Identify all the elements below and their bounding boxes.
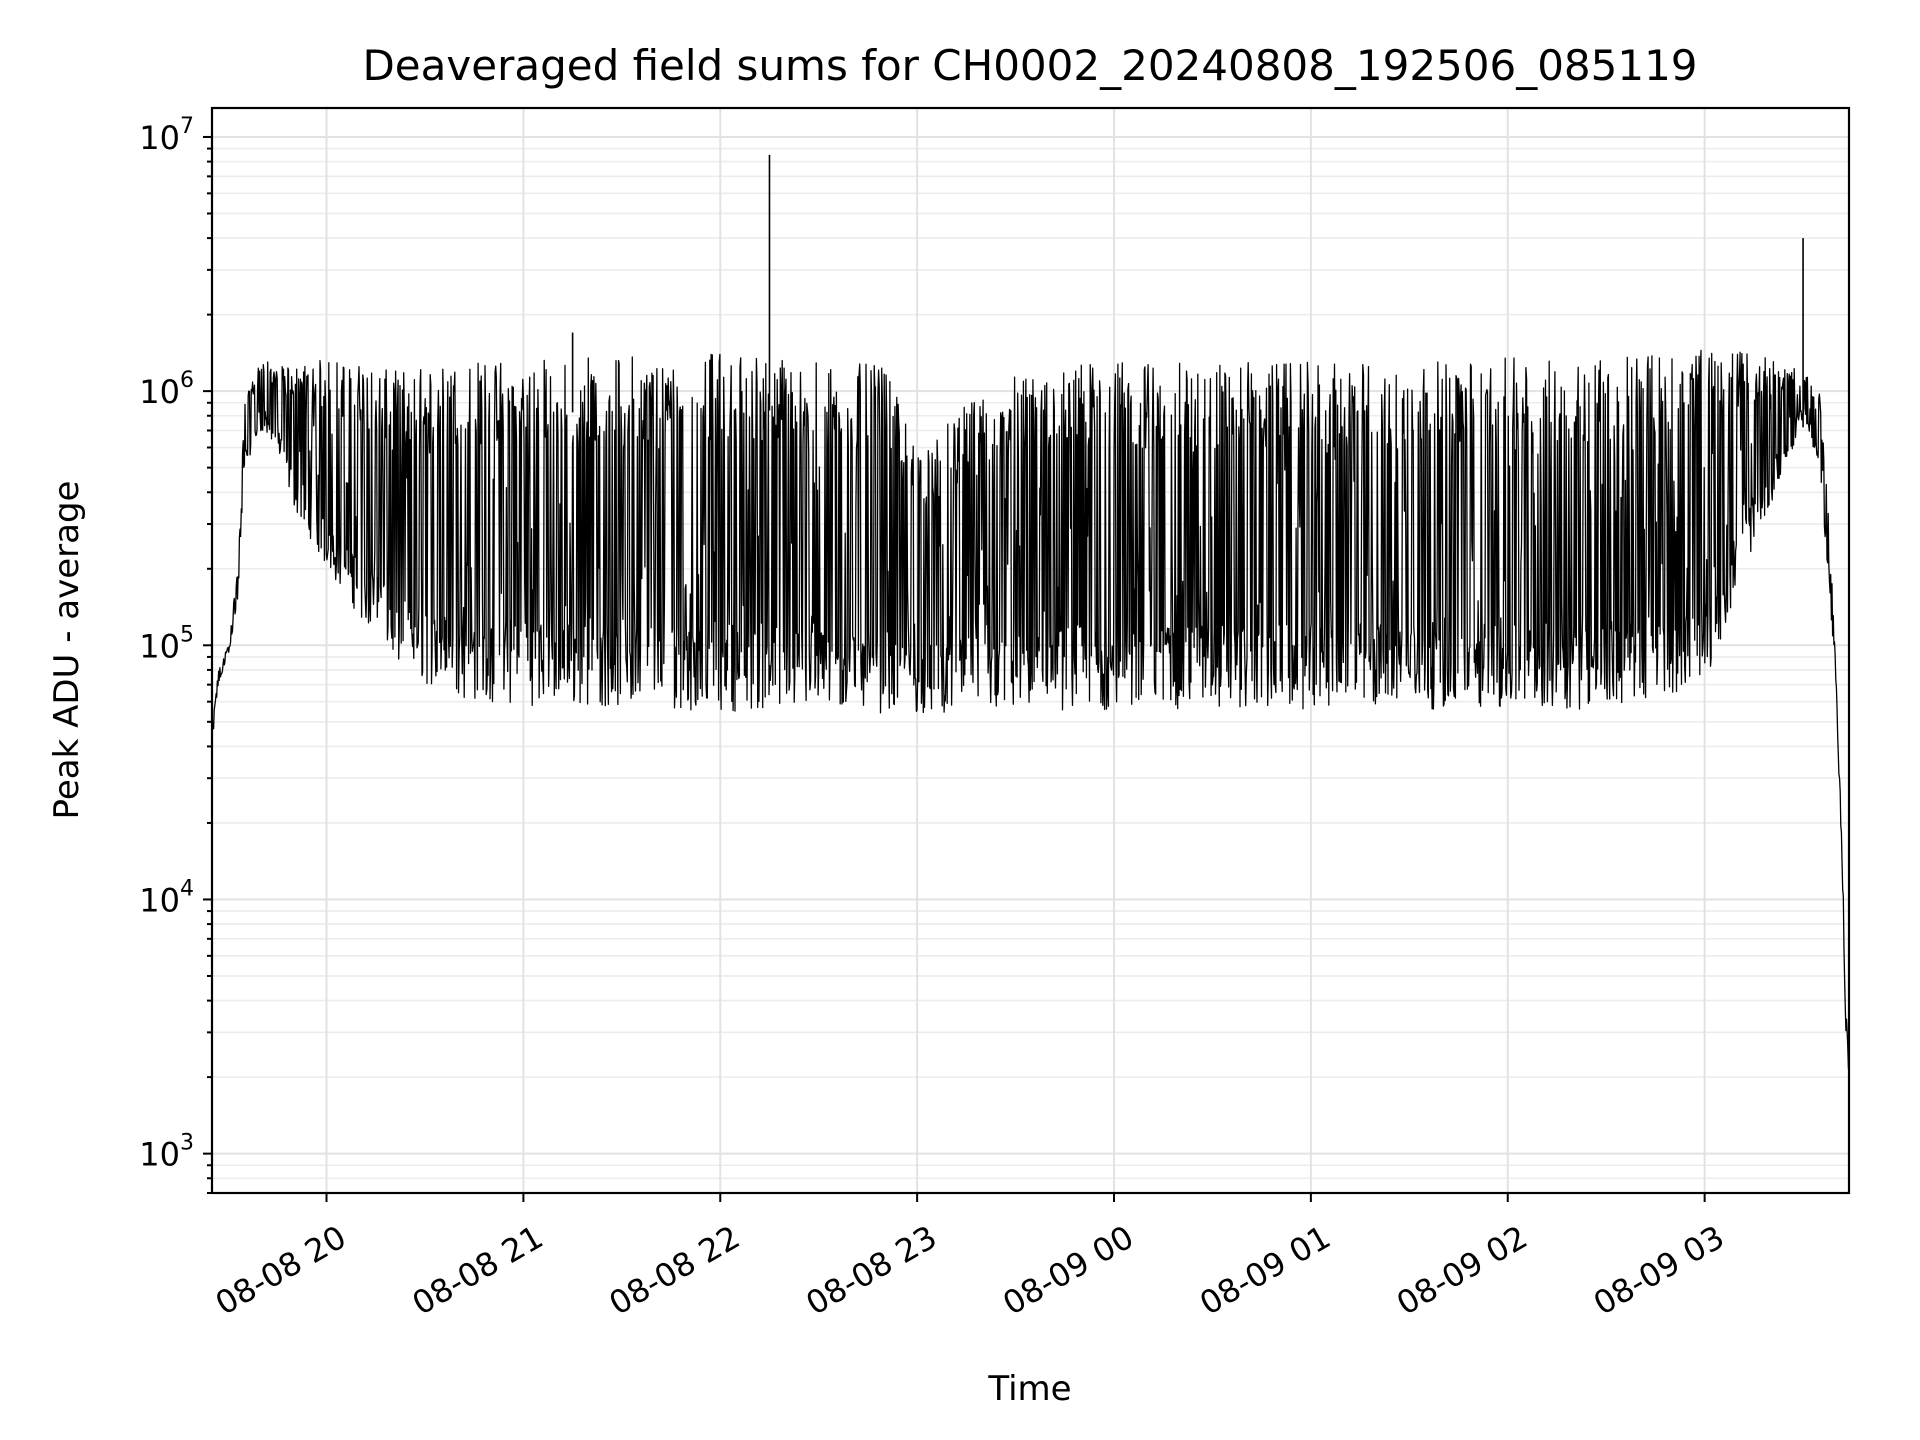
x-axis: 08-08 20 08-08 21 08-08 22 08-08 23 08-09 00… <box>209 1193 1731 1323</box>
y-axis: 103 104 105 106 107 <box>139 114 212 1194</box>
x-tick-label: 08-08 23 <box>800 1218 944 1323</box>
y-tick-label: 105 <box>139 622 194 665</box>
x-tick-label: 08-08 21 <box>406 1218 550 1323</box>
x-tick-label: 08-08 20 <box>209 1218 353 1323</box>
y-tick-label: 106 <box>139 368 194 411</box>
x-tick-label: 08-09 03 <box>1587 1218 1731 1323</box>
plot-frame <box>210 106 1851 1195</box>
x-tick-label: 08-09 01 <box>1193 1218 1337 1323</box>
series-line <box>211 349 1850 1073</box>
y-tick-label: 104 <box>139 876 194 919</box>
y-axis-label: Peak ADU - average <box>47 481 87 820</box>
y-tick-label: 103 <box>139 1131 194 1174</box>
y-tick-label: 107 <box>139 114 194 157</box>
x-tick-label: 08-09 00 <box>996 1218 1140 1323</box>
x-tick-label: 08-09 02 <box>1390 1218 1534 1323</box>
x-tick-label: 08-08 22 <box>603 1218 747 1323</box>
chart-title: Deaveraged field sums for CH0002_2024080… <box>362 41 1697 90</box>
x-axis-label: Time <box>987 1369 1071 1409</box>
